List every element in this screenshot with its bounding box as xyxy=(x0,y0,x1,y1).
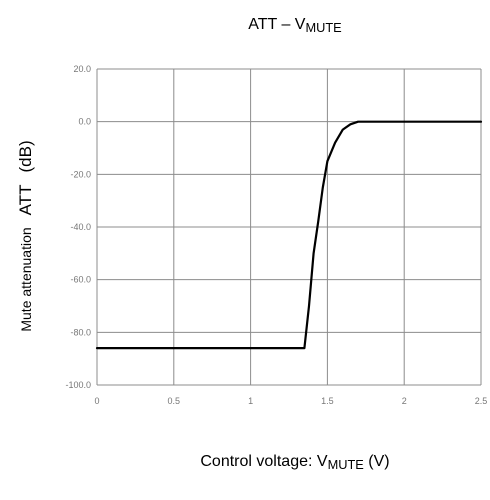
series-line xyxy=(95,120,483,350)
y-tick-label: -80.0 xyxy=(70,327,91,337)
y-tick-label: 0.0 xyxy=(78,117,91,127)
y-tick-label: -100.0 xyxy=(65,380,91,390)
y-tick-label: 20.0 xyxy=(73,64,91,74)
x-tick-label: 2 xyxy=(402,396,407,406)
chart-title: ATT – VMUTE xyxy=(248,16,342,36)
x-axis-label: Control voltage: VMUTE (V) xyxy=(200,453,390,473)
x-tick-label: 0.5 xyxy=(168,396,181,406)
x-tick-label: 0 xyxy=(94,396,99,406)
x-tick-label: 2.5 xyxy=(475,396,488,406)
y-tick-label: -40.0 xyxy=(70,222,91,232)
x-tick-label: 1 xyxy=(248,396,253,406)
y-tick-label: -60.0 xyxy=(70,275,91,285)
y-tick-label: -20.0 xyxy=(70,169,91,179)
x-tick-label: 1.5 xyxy=(321,396,334,406)
